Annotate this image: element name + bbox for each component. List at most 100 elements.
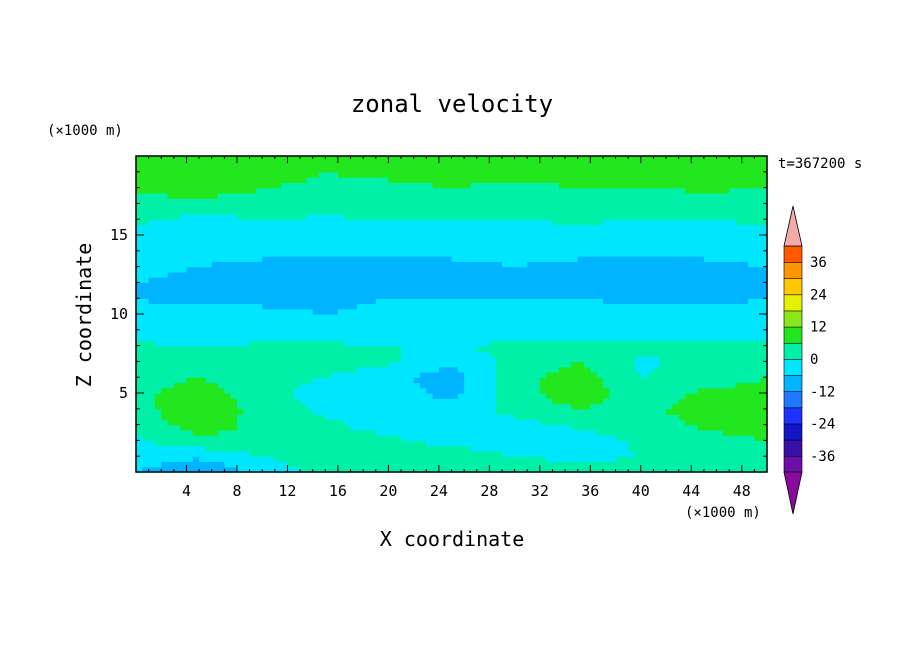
field-cell xyxy=(634,261,642,268)
field-cell xyxy=(451,250,459,257)
field-cell xyxy=(180,266,188,273)
field-cell xyxy=(495,403,503,410)
field-cell xyxy=(192,271,200,278)
field-cell xyxy=(703,424,711,431)
field-cell xyxy=(647,282,655,289)
field-cell xyxy=(558,256,566,262)
field-cell xyxy=(325,424,333,431)
field-cell xyxy=(218,235,225,241)
field-cell xyxy=(647,408,655,415)
field-cell xyxy=(281,266,289,273)
field-cell xyxy=(218,456,225,463)
field-cell xyxy=(205,250,213,257)
field-cell xyxy=(596,329,604,336)
field-cell xyxy=(565,387,572,394)
field-cell xyxy=(678,213,686,220)
field-cell xyxy=(489,429,497,436)
field-cell xyxy=(262,350,270,357)
field-cell xyxy=(161,461,169,468)
field-cell xyxy=(350,282,358,289)
field-cell xyxy=(318,271,326,278)
field-cell xyxy=(199,466,207,473)
field-cell xyxy=(325,398,333,405)
field-cell xyxy=(552,314,560,320)
field-cell xyxy=(337,245,345,252)
field-cell xyxy=(407,456,415,463)
field-cell xyxy=(426,256,434,262)
field-cell xyxy=(186,461,194,468)
field-cell xyxy=(218,213,225,220)
field-cell xyxy=(470,266,478,273)
field-cell xyxy=(205,245,213,252)
field-cell xyxy=(565,235,572,241)
field-cell xyxy=(205,287,213,294)
field-cell xyxy=(722,219,730,226)
field-cell xyxy=(716,324,724,331)
field-cell xyxy=(716,224,724,231)
field-cell xyxy=(394,371,402,378)
field-cell xyxy=(306,403,314,410)
field-cell xyxy=(647,213,655,220)
field-cell xyxy=(678,256,686,262)
field-cell xyxy=(407,314,415,320)
field-cell xyxy=(438,393,446,399)
field-cell xyxy=(180,256,188,262)
field-cell xyxy=(602,240,610,247)
field-cell xyxy=(300,356,307,362)
field-cell xyxy=(483,414,490,420)
field-cell xyxy=(457,287,465,294)
field-cell xyxy=(628,350,636,357)
field-cell xyxy=(262,382,270,389)
field-cell xyxy=(722,250,730,257)
field-cell xyxy=(268,287,276,294)
field-cell xyxy=(230,414,238,420)
field-cell xyxy=(722,329,730,336)
field-cell xyxy=(678,382,686,389)
field-cell xyxy=(300,277,307,283)
field-cell xyxy=(142,414,150,420)
field-cell xyxy=(148,235,156,241)
field-cell xyxy=(754,319,762,326)
field-cell xyxy=(520,461,528,468)
field-cell xyxy=(186,324,194,331)
field-cell xyxy=(520,424,528,431)
field-cell xyxy=(369,219,377,226)
field-cell xyxy=(754,361,762,368)
field-cell xyxy=(142,419,150,426)
field-cell xyxy=(173,387,181,394)
field-cell xyxy=(729,377,737,384)
field-cell xyxy=(735,261,743,268)
field-cell xyxy=(249,245,257,252)
field-cell xyxy=(249,419,257,426)
field-cell xyxy=(483,224,490,231)
field-cell xyxy=(192,450,200,457)
field-cell xyxy=(584,350,591,357)
field-cell xyxy=(268,240,276,247)
field-cell xyxy=(571,329,579,336)
field-cell xyxy=(293,287,301,294)
field-cell xyxy=(173,393,181,399)
field-cell xyxy=(337,287,345,294)
field-cell xyxy=(760,371,768,378)
field-cell xyxy=(527,435,535,441)
field-cell xyxy=(180,393,188,399)
field-cell xyxy=(419,424,427,431)
field-cell xyxy=(281,235,289,241)
field-cell xyxy=(388,298,396,305)
field-cell xyxy=(243,429,251,436)
field-cell xyxy=(634,350,642,357)
field-cell xyxy=(735,466,743,473)
field-cell xyxy=(445,229,453,236)
field-cell xyxy=(634,335,642,341)
field-cell xyxy=(710,266,718,273)
field-cell xyxy=(760,308,768,315)
field-cell xyxy=(154,240,162,247)
field-cell xyxy=(419,340,427,347)
field-cell xyxy=(356,235,364,241)
field-cell xyxy=(457,213,465,220)
field-cell xyxy=(337,440,345,447)
field-cell xyxy=(300,282,307,289)
field-cell xyxy=(306,377,314,384)
field-cell xyxy=(729,429,737,436)
field-cell xyxy=(703,387,711,394)
